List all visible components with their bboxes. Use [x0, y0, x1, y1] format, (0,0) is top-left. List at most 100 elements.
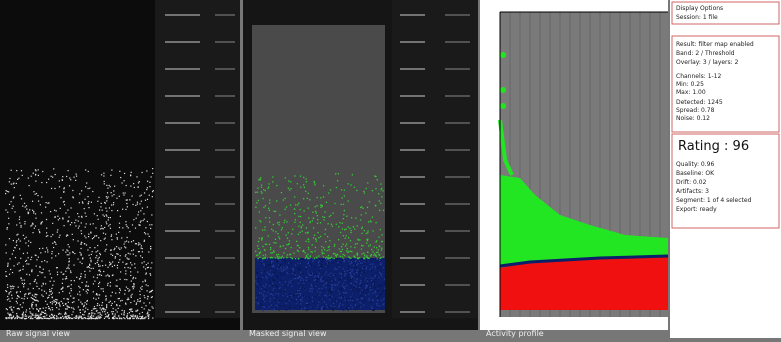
dot	[272, 223, 274, 226]
dot	[90, 261, 92, 263]
dot	[257, 280, 259, 283]
dot	[47, 235, 49, 237]
dot	[261, 238, 263, 240]
dot	[360, 244, 363, 247]
dot	[314, 184, 316, 186]
dot	[85, 215, 87, 217]
dot	[72, 251, 74, 253]
dot	[72, 251, 74, 254]
dot	[116, 311, 118, 313]
dot	[138, 317, 140, 320]
dot	[5, 209, 7, 211]
dot	[126, 316, 128, 319]
dot	[56, 271, 59, 273]
dot	[353, 287, 355, 289]
dot	[115, 317, 117, 319]
dot	[71, 222, 73, 224]
dot	[346, 243, 348, 245]
info-text: Noise: 0.12	[676, 115, 710, 122]
dot	[264, 264, 266, 267]
dot	[63, 188, 65, 190]
dot	[151, 191, 154, 193]
dot	[359, 292, 361, 294]
dot	[6, 317, 8, 319]
dot	[15, 241, 17, 243]
dot	[134, 314, 136, 317]
dot	[149, 273, 151, 275]
dot	[340, 273, 343, 275]
dot	[279, 291, 281, 293]
dot	[95, 251, 97, 253]
dot	[374, 267, 376, 269]
dot	[149, 186, 151, 188]
dot	[334, 277, 336, 279]
dot	[322, 258, 324, 261]
dot	[274, 238, 277, 240]
dot	[51, 277, 53, 279]
dot	[313, 302, 315, 304]
dot	[42, 247, 44, 249]
dot	[334, 252, 336, 255]
dot	[318, 260, 320, 262]
dot	[376, 299, 379, 302]
dot	[348, 266, 350, 268]
dot	[291, 257, 294, 260]
dot	[78, 315, 80, 317]
dot	[98, 294, 101, 296]
dot	[125, 221, 127, 223]
dot	[294, 213, 296, 215]
dot	[296, 294, 298, 296]
dot	[92, 190, 94, 193]
dot	[264, 286, 266, 288]
dot	[58, 317, 60, 319]
dot	[130, 308, 132, 310]
dot	[308, 259, 310, 261]
dot	[308, 272, 310, 274]
dot	[65, 303, 67, 305]
dot	[132, 278, 134, 280]
dot	[133, 300, 135, 302]
dot	[126, 313, 129, 315]
dot	[294, 175, 296, 177]
dot	[22, 311, 25, 313]
dot	[130, 262, 132, 264]
dot	[365, 285, 368, 287]
dot	[260, 288, 262, 290]
dot	[265, 243, 268, 245]
dot	[363, 192, 365, 194]
dot	[296, 249, 299, 252]
dot	[359, 206, 362, 209]
dot	[346, 250, 348, 252]
dot	[346, 284, 348, 287]
dot	[20, 277, 22, 279]
dot	[42, 295, 44, 297]
dot	[95, 293, 98, 296]
dot	[127, 317, 129, 320]
dot	[338, 308, 340, 311]
dot	[256, 286, 258, 288]
dot	[89, 187, 91, 189]
dot	[125, 303, 127, 305]
dot	[322, 306, 324, 308]
dot	[34, 225, 37, 227]
dot	[280, 274, 282, 276]
dot	[363, 190, 365, 192]
dot	[141, 251, 143, 253]
dot	[31, 271, 33, 273]
dot	[73, 308, 75, 310]
dot	[356, 272, 359, 274]
dot	[36, 285, 38, 288]
dot	[350, 288, 352, 290]
dot	[343, 296, 345, 298]
dot	[132, 316, 134, 318]
dot	[366, 285, 369, 287]
dot	[78, 285, 80, 287]
dot	[342, 286, 344, 288]
dot	[353, 266, 356, 268]
dot	[142, 317, 144, 320]
dot	[267, 291, 269, 294]
dot	[10, 286, 12, 288]
dot	[377, 289, 379, 291]
dot	[305, 178, 307, 180]
dot	[325, 287, 327, 289]
